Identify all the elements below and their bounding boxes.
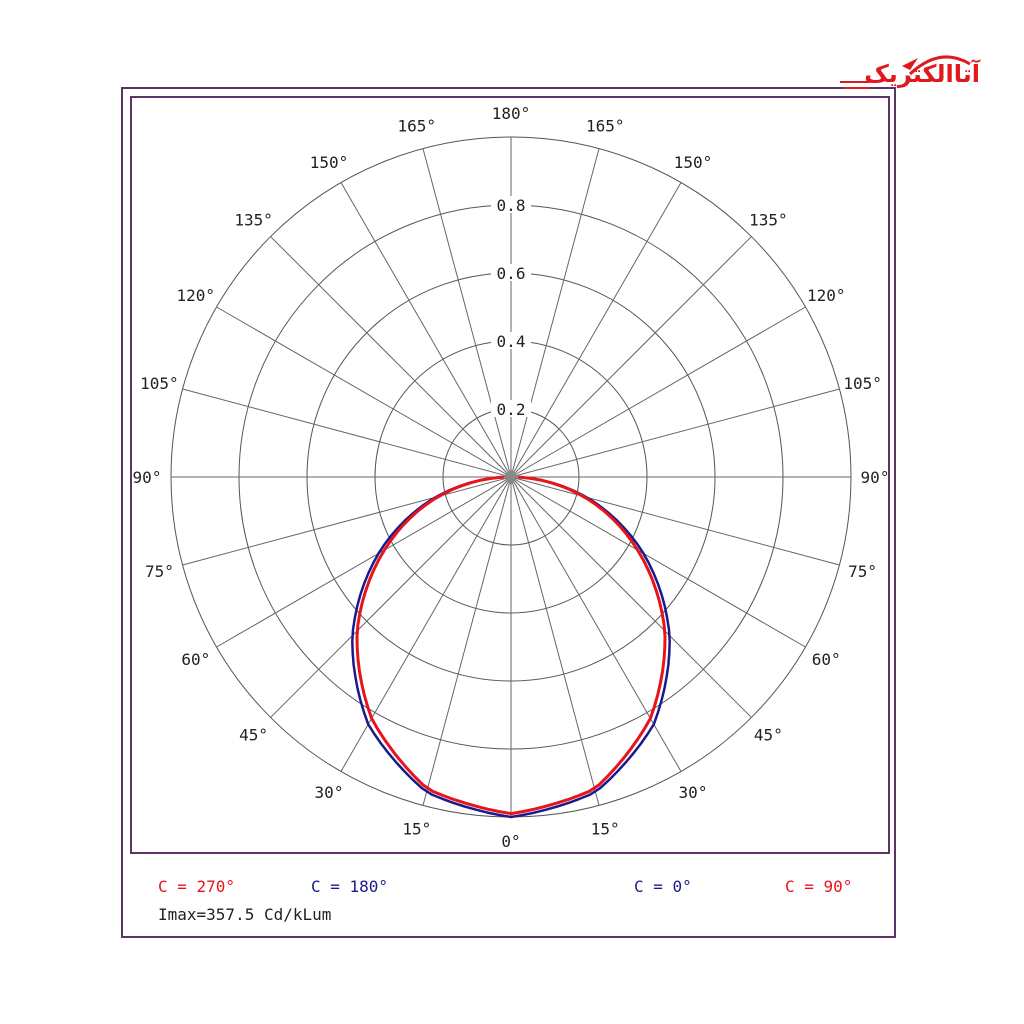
angle-tick-label: 180° [492,104,531,123]
angle-tick-label: 150° [310,153,349,172]
radial-tick-label: 0.2 [497,400,526,419]
angle-tick-label: 45° [239,725,268,744]
grid-spoke [510,148,600,478]
angle-tick-label: 105° [843,374,882,393]
angle-tick-label: 30° [679,783,708,802]
angle-tick-label: 90° [133,468,162,487]
angle-tick-label: 75° [145,562,174,581]
angle-tick-label: 30° [315,783,344,802]
angle-tick-label: 105° [140,374,179,393]
angle-tick-label: 120° [807,286,846,305]
chart-frame-inner [130,96,890,854]
grid-spoke [510,236,752,478]
angle-tick-label: 75° [848,562,877,581]
grid-spoke [270,476,512,718]
angle-tick-label: 135° [749,211,788,230]
grid-spoke [340,182,512,478]
angle-tick-label: 15° [402,820,431,839]
grid-spoke [510,476,840,566]
angle-tick-label: 150° [674,153,713,172]
tick-label-bg [491,332,531,349]
grid-spoke [510,476,682,772]
brand-logo: آتاالکتریک [840,44,981,96]
grid-spoke [510,388,840,478]
angle-tick-label: 90° [861,468,890,487]
grid-spoke [510,476,752,718]
angle-tick-label: 60° [812,650,841,669]
angle-tick-label: 120° [177,286,216,305]
tick-label-bg [491,400,531,417]
grid-spoke [216,476,512,648]
legend-c0: C = 0° [634,877,692,896]
tick-label-bg [491,196,531,213]
angle-tick-label: 165° [398,116,437,135]
grid-spoke [182,476,512,566]
angle-tick-label: 0° [501,832,520,851]
angle-tick-label: 60° [181,650,210,669]
legend-c180: C = 180° [311,877,389,896]
imax-label: Imax=357.5 Cd/kLum [158,905,332,924]
grid-spoke [270,236,512,478]
grid-spoke [422,476,512,806]
logo-swoosh-icon [840,55,971,89]
radial-tick-label: 0.6 [497,264,526,283]
angle-tick-label: 45° [754,725,783,744]
tick-label-bg [491,264,531,281]
legend-c90: C = 90° [785,877,853,896]
center-marker-icon [503,469,519,485]
angle-tick-label: 165° [586,116,625,135]
angle-tick-label: 15° [591,820,620,839]
chart-frame-outer [121,87,896,938]
radial-tick-label: 0.8 [497,196,526,215]
grid-spoke [216,306,512,478]
radial-tick-label: 0.4 [497,332,526,351]
grid-spoke [510,476,806,648]
legend-c270: C = 270° [158,877,236,896]
angle-tick-label: 135° [234,211,273,230]
grid-spoke [340,476,512,772]
logo-text: آتاالکتریک [864,60,981,88]
grid-spoke [182,388,512,478]
grid-spoke [510,306,806,478]
grid-spoke [510,476,600,806]
grid-spoke [422,148,512,478]
grid-spoke [510,182,682,478]
